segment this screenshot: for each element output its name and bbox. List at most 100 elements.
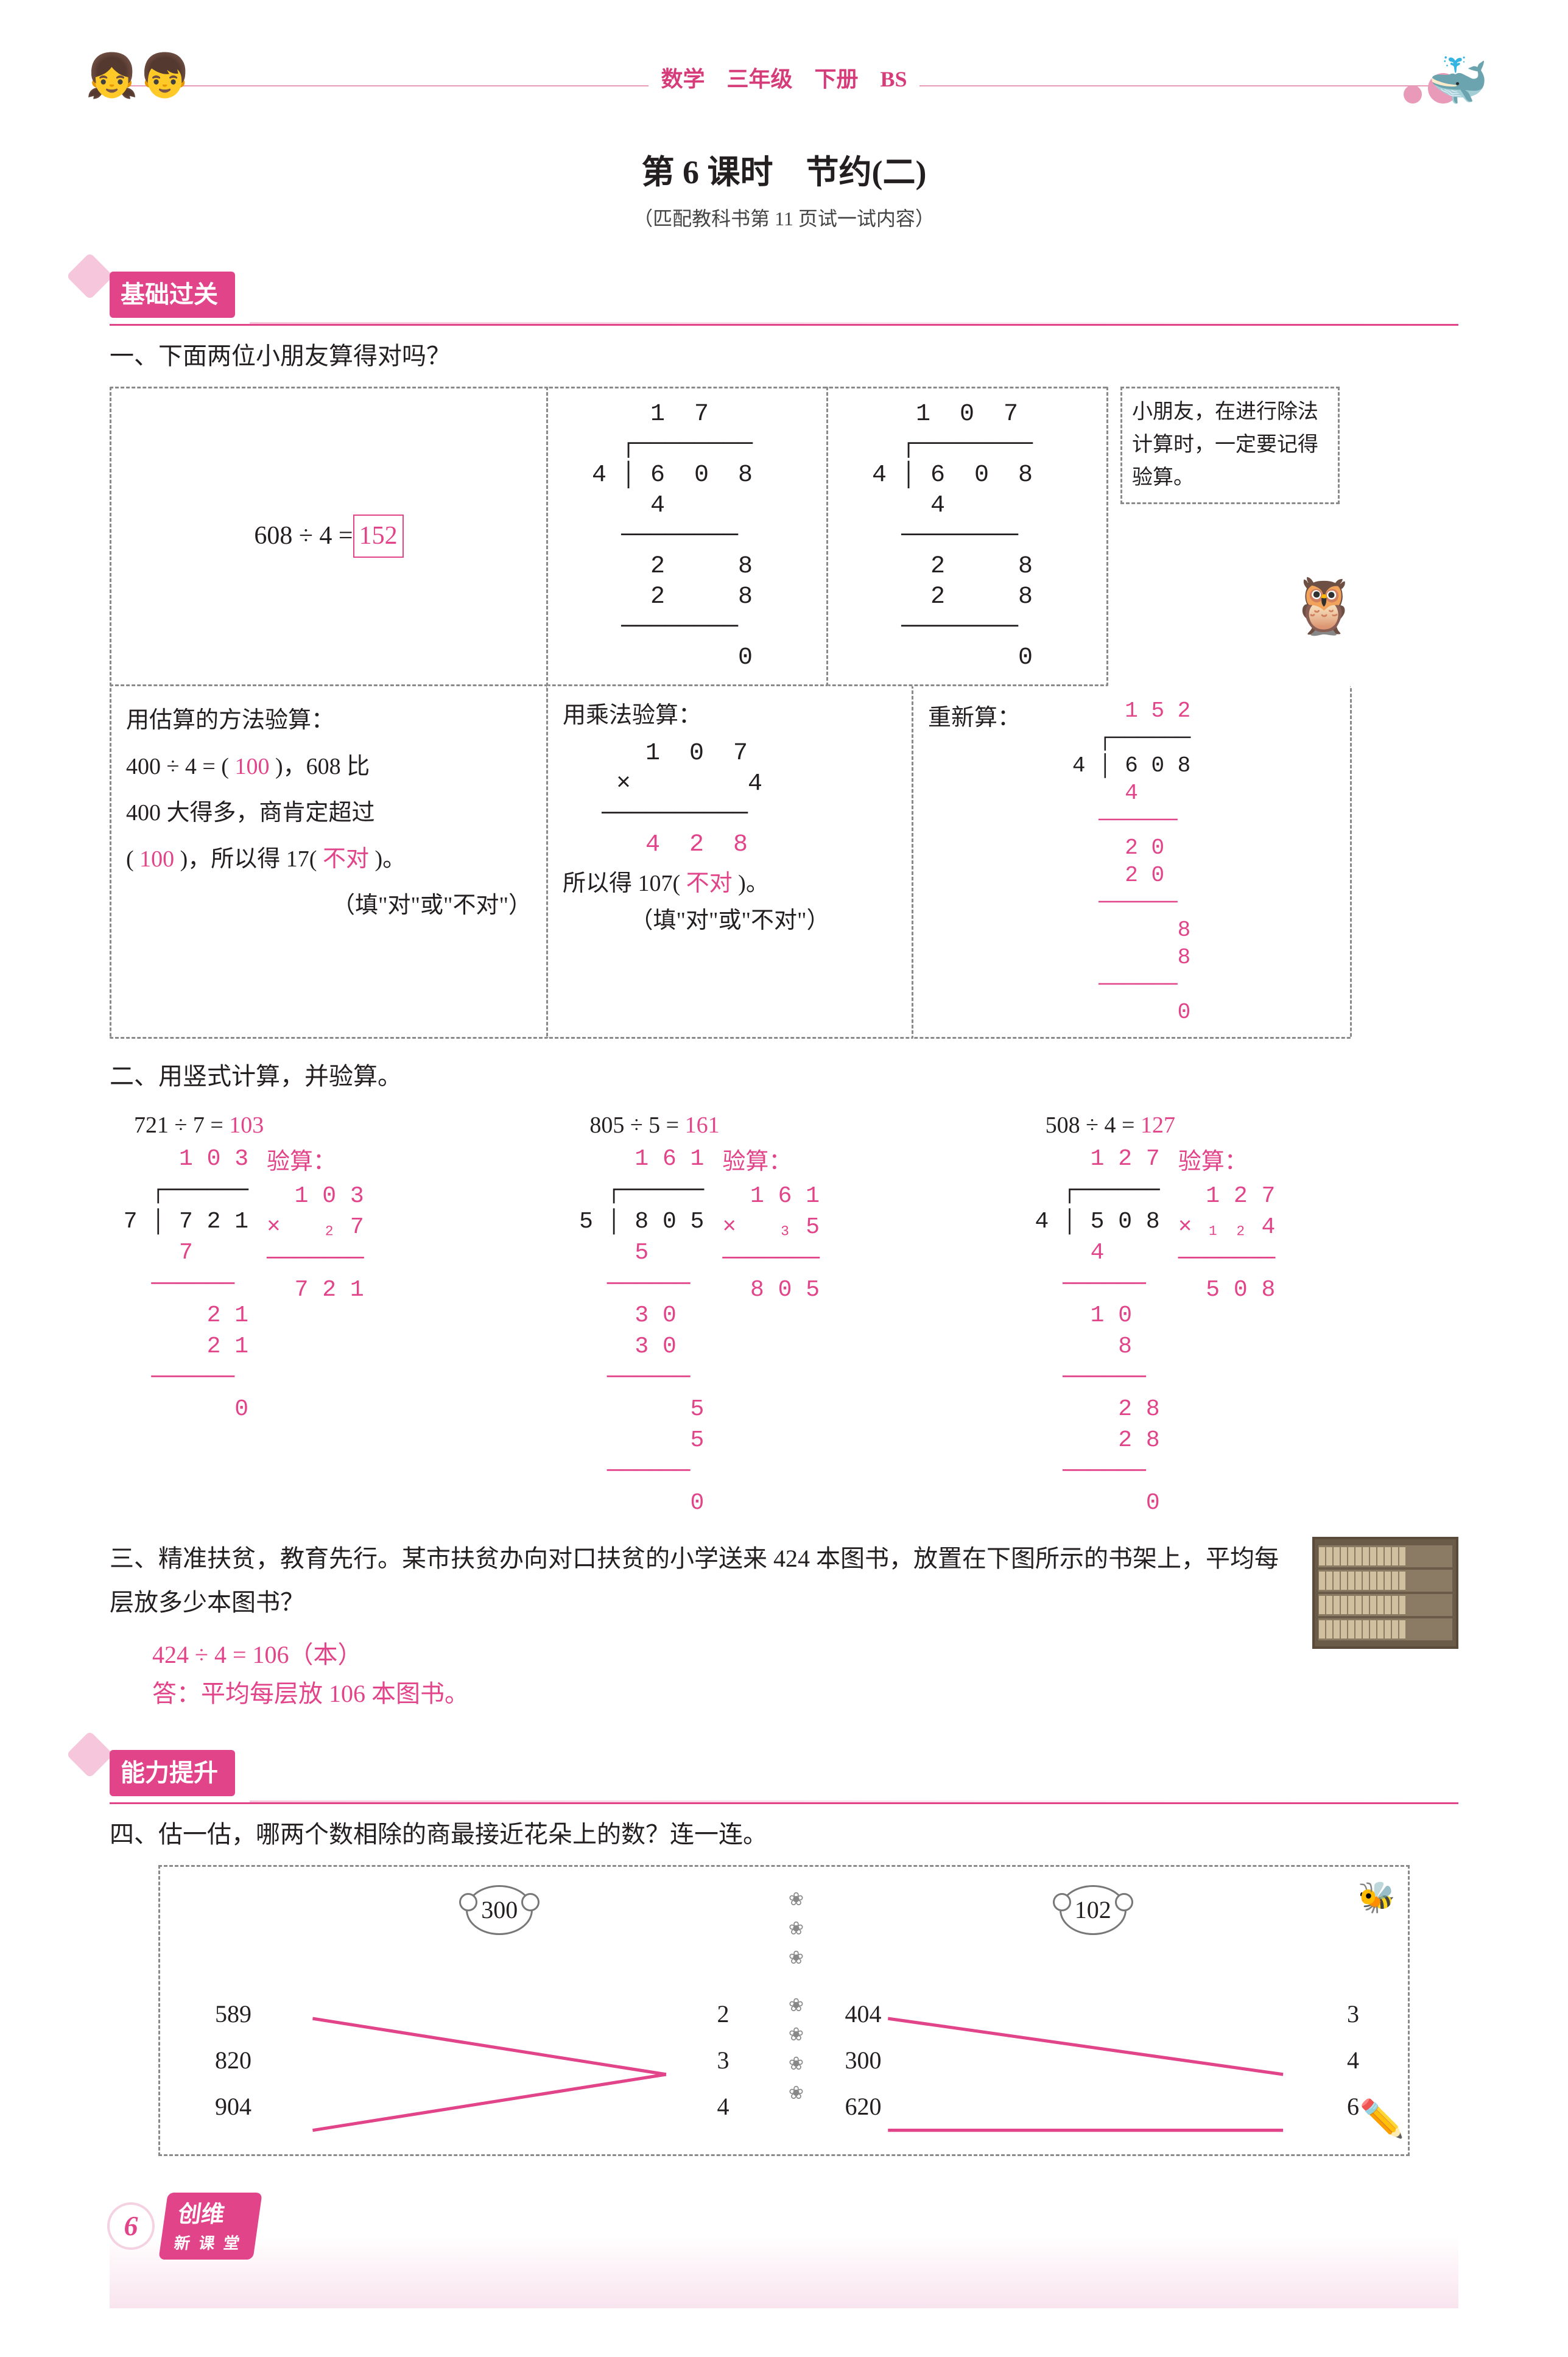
q1-est-l3b: )，所以得 17(	[174, 846, 323, 872]
q1-est-l3ans: 100	[139, 846, 174, 872]
q2-title: 二、用竖式计算，并验算。	[110, 1057, 1458, 1096]
brand-badge: 创维 新 课 堂	[158, 2193, 262, 2260]
q1-equation-box: 608 ÷ 4 = 152	[110, 387, 548, 686]
q2-p1-chk-wrap: 验算： 1 0 3 × ₂ 7 ─────── 7 2 1	[267, 1143, 364, 1425]
q2-p3-ans: 127	[1141, 1112, 1175, 1138]
q1-est-hint: （填"对"或"不对"）	[126, 882, 532, 929]
vine-icon-2: ❀❀❀❀	[784, 1991, 809, 2130]
question-1: 一、下面两位小朋友算得对吗？ 608 ÷ 4 = 152 1 7 ┌──────…	[110, 337, 1458, 1039]
section-badge-basics: 基础过关	[110, 272, 235, 318]
q1-kid1-work: 1 7 ┌──────── 4 │ 6 0 8 4 ──────── 2 8 2…	[548, 387, 828, 686]
q1-est-l1a: 400 ÷ 4 = (	[126, 754, 234, 779]
section-underline	[110, 324, 1458, 326]
q2-p2-chk: 1 6 1 × ₃ 5 ─────── 8 0 5	[722, 1181, 820, 1305]
q2-p3: 508 ÷ 4 = 127 1 2 7 ┌────── 4 │ 5 0 8 4 …	[1021, 1107, 1458, 1519]
page-footer: 6 创维 新 课 堂	[110, 2193, 1458, 2260]
q1-est-l3a: (	[126, 846, 139, 872]
q4-l-b1: 3	[717, 2041, 730, 2080]
page-header: 👧👦 数学 三年级 下册 BS 🐳	[110, 61, 1458, 116]
q4-r-b0: 3	[1347, 1995, 1359, 2034]
q1-recalc-work: 1 5 2 ┌────── 4 │ 6 0 8 4 ────── 2 0 2 0…	[1033, 697, 1190, 1026]
flower-102: 102	[1060, 1885, 1127, 1935]
q1-est-l1: 400 ÷ 4 = ( 100 )，608 比	[126, 743, 532, 790]
q1-est-l3c: )。	[369, 846, 406, 872]
page-title: 第 6 课时 节约(二)	[110, 146, 1458, 198]
q1-mul-so: 所以得 107( 不对 )。	[563, 865, 897, 902]
q2-p3-div: 1 2 7 ┌────── 4 │ 5 0 8 4 ────── 1 0 8 ─…	[1021, 1143, 1160, 1519]
q1-estimate-box: 用估算的方法验算： 400 ÷ 4 = ( 100 )，608 比 400 大得…	[110, 686, 548, 1039]
q4-left: 5892 8203 9044	[215, 1991, 748, 2130]
q2-p1-div: 1 0 3 ┌────── 7 │ 7 2 1 7 ────── 2 1 2 1…	[110, 1143, 248, 1425]
q1-est-l3j: 不对	[323, 846, 369, 872]
q4-title: 四、估一估，哪两个数相除的商最接近花朵上的数？连一连。	[110, 1815, 1458, 1854]
q4-l-a0: 589	[215, 1995, 251, 2034]
q4-columns: 5892 8203 9044 ❀❀❀❀ 4043 3004 6206	[215, 1991, 1377, 2130]
q1-callout: 小朋友，在进行除法计算时，一定要记得验算。	[1120, 387, 1340, 504]
q4-l-a2: 904	[215, 2087, 251, 2126]
q1-est-title: 用估算的方法验算：	[126, 697, 532, 743]
q1-div107: 1 0 7 ┌──────── 4 │ 6 0 8 4 ──────── 2 8…	[843, 399, 1092, 673]
q2-p2-expr-row: 805 ÷ 5 = 161	[589, 1107, 1002, 1144]
bookshelf-icon	[1312, 1537, 1458, 1713]
q1-mul-work: 1 0 7 × 4 ────────── 4 2 8	[587, 739, 897, 860]
q2-p1: 721 ÷ 7 = 103 1 0 3 ┌────── 7 │ 7 2 1 7 …	[110, 1107, 547, 1519]
q2-p3-chk-wrap: 验算： 1 2 7 × ₁ ₂ 4 ─────── 5 0 8	[1178, 1143, 1276, 1519]
q3-work: 424 ÷ 4 = 106（本）	[152, 1635, 1294, 1674]
q3-answer: 答：平均每层放 106 本图书。	[152, 1674, 1294, 1713]
header-center: 数学 三年级 下册 BS	[649, 62, 919, 97]
q1-mul-hint: （填"对"或"不对"）	[563, 902, 897, 940]
q4-l-b2: 4	[717, 2087, 730, 2126]
q1-mul-box: 用乘法验算： 1 0 7 × 4 ────────── 4 2 8 所以得 10…	[548, 686, 913, 1039]
q1-est-l3: ( 100 )，所以得 17( 不对 )。	[126, 836, 532, 882]
q1-est-l1ans: 100	[234, 754, 269, 779]
q2-p2-chk-label: 验算：	[722, 1149, 792, 1175]
q2-p2-ans: 161	[685, 1112, 720, 1138]
q1-recalc-box: 重新算： 1 5 2 ┌────── 4 │ 6 0 8 4 ────── 2 …	[913, 686, 1352, 1039]
page-number: 6	[110, 2205, 152, 2247]
q2-p2: 805 ÷ 5 = 161 1 6 1 ┌────── 5 │ 8 0 5 5 …	[565, 1107, 1002, 1519]
q3-title: 三、精准扶贫，教育先行。某市扶贫办向对口扶贫的小学送来 424 本图书，放置在下…	[110, 1537, 1294, 1625]
kids-icon: 👧👦	[85, 43, 191, 111]
q2-p1-expr: 721 ÷ 7 =	[134, 1112, 229, 1138]
question-2: 二、用竖式计算，并验算。 721 ÷ 7 = 103 1 0 3 ┌──────…	[110, 1057, 1458, 1519]
q2-p2-expr: 805 ÷ 5 =	[589, 1112, 684, 1138]
q1-kid2-work: 1 0 7 ┌──────── 4 │ 6 0 8 4 ──────── 2 8…	[828, 387, 1108, 686]
q2-p1-chk-label: 验算：	[267, 1149, 336, 1175]
q1-div17: 1 7 ┌──────── 4 │ 6 0 8 4 ──────── 2 8 2…	[563, 399, 812, 673]
whale-icon: 🐳	[1428, 43, 1489, 121]
owl-icon: 🦉	[1290, 563, 1358, 651]
page-subtitle: （匹配教科书第 11 页试一试内容）	[110, 203, 1458, 234]
q1-est-l1b: )，608 比	[269, 754, 370, 779]
q1-title: 一、下面两位小朋友算得对吗？	[110, 337, 1458, 376]
q1-recalc-title: 重新算：	[928, 697, 1021, 1026]
q1-mul-so-b: )。	[733, 871, 769, 896]
q4-box: 🐝 ✏️ 300 ❀❀❀ 102 5892 8203 9044 ❀❀❀❀ 404…	[158, 1865, 1410, 2156]
q1-callout-wrap: 小朋友，在进行除法计算时，一定要记得验算。 🦉	[1108, 387, 1352, 686]
vine-icon: ❀❀❀	[784, 1885, 809, 1973]
q4-r-a2: 620	[845, 2087, 882, 2126]
q1-grid: 608 ÷ 4 = 152 1 7 ┌──────── 4 │ 6 0 8 4 …	[110, 387, 1458, 1039]
q4-r-a1: 300	[845, 2041, 882, 2080]
q1-eq-answer: 152	[353, 515, 404, 558]
question-3: 三、精准扶贫，教育先行。某市扶贫办向对口扶贫的小学送来 424 本图书，放置在下…	[110, 1537, 1458, 1713]
q2-p2-div: 1 6 1 ┌────── 5 │ 8 0 5 5 ────── 3 0 3 0…	[565, 1143, 704, 1519]
section-ability: 能力提升 四、估一估，哪两个数相除的商最接近花朵上的数？连一连。 🐝 ✏️ 30…	[110, 1750, 1458, 2156]
question-4: 四、估一估，哪两个数相除的商最接近花朵上的数？连一连。 🐝 ✏️ 300 ❀❀❀…	[110, 1815, 1458, 2156]
q1-mul-title: 用乘法验算：	[563, 697, 897, 734]
q2-p2-chk-wrap: 验算： 1 6 1 × ₃ 5 ─────── 8 0 5	[722, 1143, 820, 1519]
pencil-icon: ✏️	[1359, 2090, 1405, 2148]
flower-300: 300	[466, 1885, 533, 1935]
section-basics: 基础过关 一、下面两位小朋友算得对吗？ 608 ÷ 4 = 152 1 7 ┌─…	[110, 272, 1458, 1713]
q2-p3-chk: 1 2 7 × ₁ ₂ 4 ─────── 5 0 8	[1178, 1181, 1276, 1305]
q1-est-l2: 400 大得多，商肯定超过	[126, 790, 532, 836]
bee-icon: 🐝	[1358, 1873, 1396, 1922]
q4-l-a1: 820	[215, 2041, 251, 2080]
q4-r-a0: 404	[845, 1995, 882, 2034]
q1-mul-so-a: 所以得 107(	[563, 871, 686, 896]
brand-sub: 新 课 堂	[172, 2231, 244, 2257]
q2-p1-ans: 103	[229, 1112, 264, 1138]
q4-r-b2: 6	[1347, 2087, 1359, 2126]
q1-mul-so-j: 不对	[686, 871, 733, 896]
q4-right: 4043 3004 6206	[845, 1991, 1378, 2130]
q2-p1-chk: 1 0 3 × ₂ 7 ─────── 7 2 1	[267, 1181, 364, 1305]
